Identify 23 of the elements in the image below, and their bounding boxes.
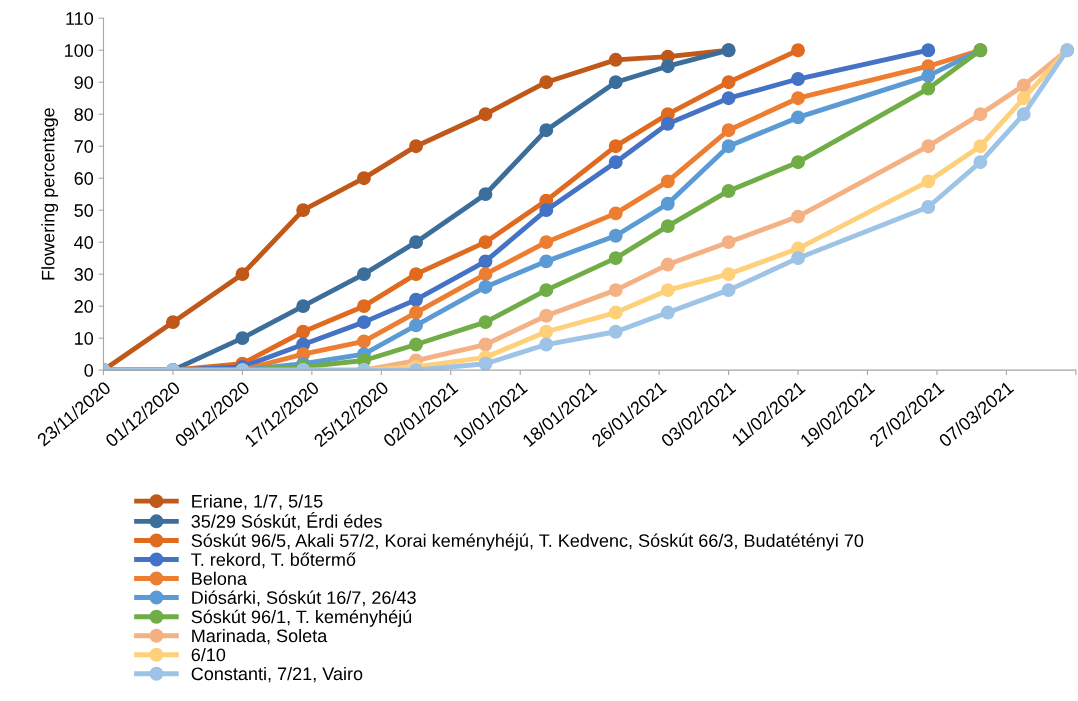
legend-label: Sóskút 96/1, T. keményhéjú — [191, 609, 412, 627]
legend-label: T. rekord, T. bőtermő — [191, 552, 356, 569]
y-tick-label: 70 — [74, 140, 94, 153]
y-tick-label: 40 — [74, 236, 94, 249]
legend-label: Sóskút 96/5, Akali 57/2, Korai keményhéjú, T. Kedvenc, Sóskút 66/3, Budatétényi 70 — [191, 533, 864, 551]
y-tick-label: 80 — [74, 108, 94, 121]
y-axis-title: Flowering percentage — [41, 108, 59, 280]
legend-label: 35/29 Sóskút, Érdi édes — [191, 511, 382, 530]
y-tick-label: 110 — [66, 12, 94, 25]
y-tick-label: 10 — [75, 332, 94, 345]
y-tick-label: 0 — [84, 364, 94, 377]
legend-label: Diósárki, Sóskút 16/7, 26/43 — [192, 590, 416, 607]
legend-label: 6/10 — [191, 647, 226, 662]
legend-label: Eriane, 1/7, 5/15 — [192, 494, 323, 510]
legend-label: Constanti, 7/21, Vairo — [191, 666, 363, 683]
y-tick-label: 50 — [74, 204, 94, 217]
y-tick-label: 100 — [65, 44, 94, 57]
y-tick-label: 20 — [74, 300, 94, 313]
legend-label: Belona — [192, 571, 247, 586]
legend-label: Marinada, Soleta — [192, 628, 328, 645]
y-tick-label: 30 — [74, 268, 94, 281]
y-tick-label: 90 — [74, 76, 94, 89]
y-tick-label: 60 — [74, 172, 94, 185]
